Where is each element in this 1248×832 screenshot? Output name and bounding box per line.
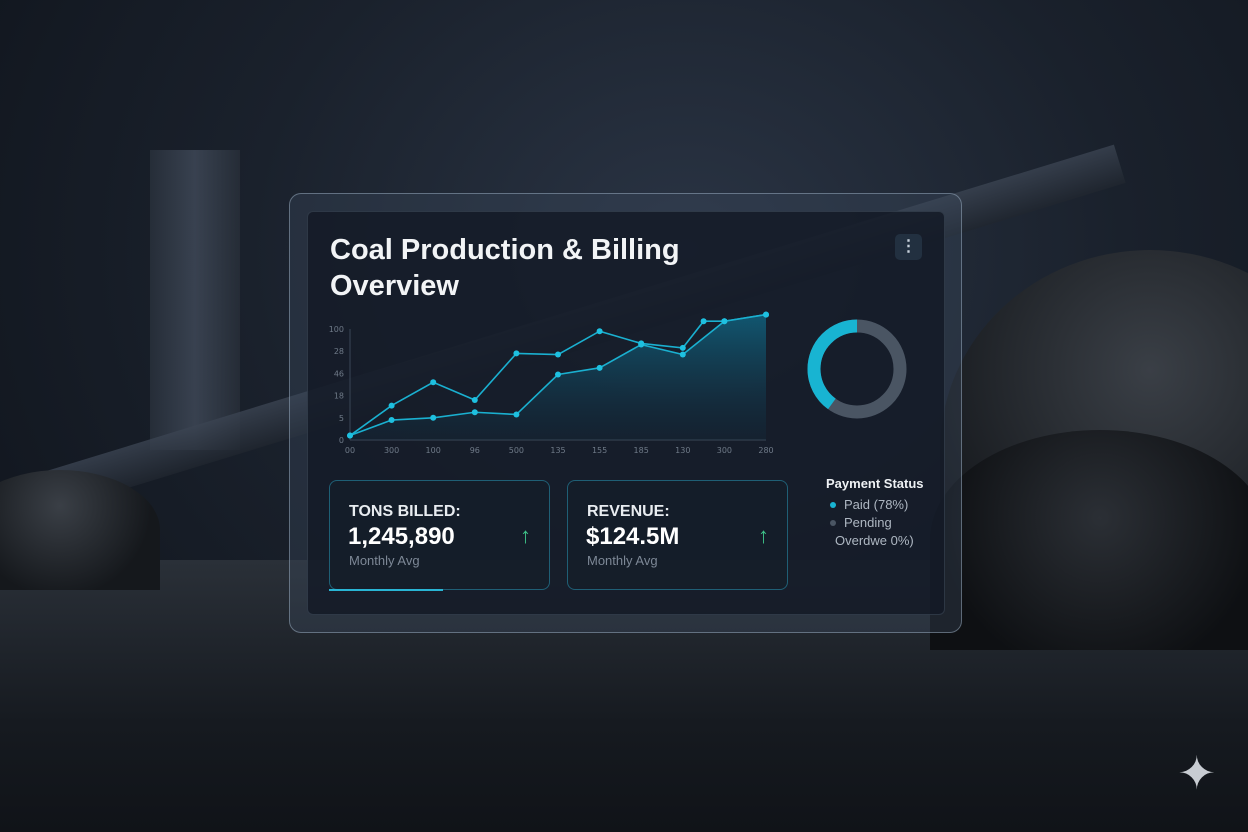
x-tick-label: 96 <box>470 446 480 455</box>
card-label: TONS BILLED: <box>349 503 461 520</box>
y-tick-label: 28 <box>334 347 344 356</box>
x-tick-label: 130 <box>675 446 690 455</box>
x-tick-label: 185 <box>634 446 649 455</box>
x-tick-label: 135 <box>550 446 565 455</box>
y-tick-label: 100 <box>329 325 344 334</box>
progress-bar <box>329 588 443 591</box>
coal-pile <box>930 430 1248 650</box>
data-point <box>763 311 769 318</box>
kebab-menu-icon[interactable]: ⋮ <box>895 234 922 260</box>
x-tick-label: 100 <box>426 446 441 455</box>
arrow-up-icon: ↑ <box>520 523 531 548</box>
legend-label: Paid (78%) <box>844 497 909 512</box>
x-tick-label: 500 <box>509 446 524 455</box>
data-point <box>555 371 561 378</box>
background-tower <box>150 150 240 450</box>
data-point <box>679 344 686 351</box>
arrow-up-icon: ↑ <box>758 523 769 548</box>
revenue-card[interactable]: REVENUE: $124.5M Monthly Avg ↑ <box>567 480 788 590</box>
line-chart: 0 5 18 46 28 100 00 300 100 96 500 135 155 185 130 300 2… <box>329 311 774 455</box>
sparkle-icon: ✦ <box>1177 747 1216 799</box>
data-point <box>388 417 395 424</box>
card-value: 1,245,890 <box>348 523 455 550</box>
data-point <box>700 318 707 325</box>
page-title: Coal Production & Billing Overview <box>330 234 680 302</box>
data-point <box>513 350 520 357</box>
y-tick-label: 0 <box>339 436 344 445</box>
data-point <box>721 318 728 325</box>
card-subtitle: Monthly Avg <box>587 553 658 568</box>
data-point <box>596 364 603 371</box>
x-tick-label: 300 <box>717 446 732 455</box>
card-subtitle: Monthly Avg <box>349 553 420 568</box>
legend-item-pending: Pending <box>826 515 924 530</box>
legend-item-paid: Paid (78%) <box>826 497 924 512</box>
legend-title: Payment Status <box>826 476 924 491</box>
data-point <box>596 328 603 335</box>
coal-pile <box>0 470 160 590</box>
data-point <box>471 409 478 416</box>
x-tick-label: 300 <box>384 446 399 455</box>
pending-dot-icon <box>830 520 836 526</box>
legend-item-overdue: Overdwe 0%) <box>835 533 924 548</box>
data-point <box>430 379 437 386</box>
card-value: $124.5M <box>586 523 680 550</box>
paid-dot-icon <box>830 502 836 508</box>
x-tick-label: 00 <box>345 446 355 455</box>
x-tick-label: 155 <box>592 446 607 455</box>
data-point <box>513 411 520 418</box>
payment-status-legend: Payment Status Paid (78%) Pending Overdw… <box>826 476 924 551</box>
x-tick-label: 280 <box>758 446 773 455</box>
y-tick-label: 18 <box>334 392 344 401</box>
y-tick-label: 46 <box>334 369 344 378</box>
y-tick-label: 5 <box>339 414 344 423</box>
data-point <box>430 414 437 421</box>
tons-billed-card[interactable]: TONS BILLED: 1,245,890 Monthly Avg ↑ <box>329 480 550 591</box>
data-point <box>471 397 478 404</box>
data-point <box>638 341 645 348</box>
data-point <box>555 351 561 358</box>
donut-segment-paid <box>807 319 907 419</box>
card-label: REVENUE: <box>587 503 670 520</box>
series-line-0 <box>349 313 767 437</box>
data-point <box>388 402 395 409</box>
data-point <box>347 432 353 439</box>
legend-label: Overdwe 0%) <box>835 533 914 548</box>
legend-label: Pending <box>844 515 892 530</box>
payment-donut-chart <box>807 319 907 419</box>
data-point <box>679 351 686 358</box>
